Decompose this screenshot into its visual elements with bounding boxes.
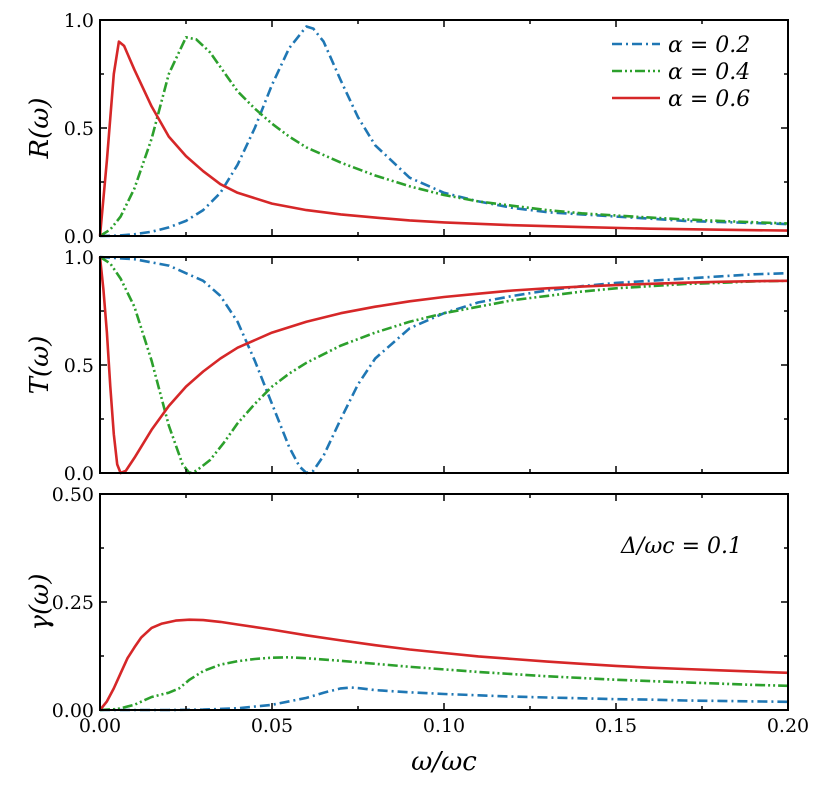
y-tick-label-r: 1.0 [64, 10, 94, 32]
series-r-0-4 [99, 36, 789, 238]
series-r-0-6 [98, 40, 789, 237]
series-layer-gamma [98, 618, 789, 712]
y-axis-title-t: T(ω) [25, 336, 55, 395]
panel-reflection: 0.0 0.5 1.0 R(ω) [25, 10, 789, 248]
legend-label-alpha-0-4: α = 0.4 [668, 60, 750, 85]
y-tick-label-t: 0.5 [64, 355, 94, 377]
series-t-0-4 [99, 255, 789, 475]
y-tick-label-r: 0.0 [64, 226, 94, 248]
y-tick-label-gamma: 0.50 [52, 484, 94, 506]
plot-frame-gamma [99, 493, 789, 711]
ticks-layer-gamma: 0.00 0.25 0.50 [52, 484, 789, 722]
x-tick-label: 0.15 [595, 715, 637, 737]
series-gamma-0-2 [100, 686, 789, 712]
y-axis-title-r: R(ω) [25, 97, 55, 159]
x-tick-label: 0.05 [251, 715, 293, 737]
y-tick-label-gamma: 0.00 [52, 700, 94, 722]
legend-label-alpha-0-6: α = 0.6 [668, 87, 750, 112]
y-tick-label-t: 0.0 [64, 463, 94, 485]
series-gamma-0-4 [99, 656, 789, 712]
x-axis-title: ω/ωc [411, 747, 477, 777]
ticks-layer-t: 0.0 0.5 1.0 [64, 247, 789, 485]
panel-gamma: 0.00 0.25 0.50 γ(ω) Δ/ωc = 0.1 [25, 484, 789, 722]
ticks-layer-r: 0.0 0.5 1.0 [64, 10, 789, 248]
series-t-0-6 [98, 256, 789, 475]
plot-frame-t [99, 256, 789, 474]
legend: α = 0.2 α = 0.4 α = 0.6 [612, 33, 750, 112]
x-tick-label: 0.10 [423, 715, 465, 737]
series-r-0-2 [99, 25, 789, 238]
x-tick-labels: 0.00 0.05 0.10 0.15 0.20 [79, 715, 809, 737]
y-tick-label-t: 1.0 [64, 247, 94, 269]
series-t-0-2 [99, 255, 789, 475]
panel-transmission: 0.0 0.5 1.0 T(ω) [25, 247, 789, 485]
y-axis-title-gamma: γ(ω) [25, 573, 55, 630]
legend-label-alpha-0-2: α = 0.2 [668, 33, 750, 58]
x-tick-label: 0.00 [79, 715, 121, 737]
y-tick-label-r: 0.5 [64, 118, 94, 140]
delta-annotation: Δ/ωc = 0.1 [620, 534, 742, 559]
series-layer-t [98, 255, 789, 475]
series-layer-r [98, 25, 789, 238]
y-tick-label-gamma: 0.25 [52, 592, 94, 614]
series-gamma-0-6 [98, 618, 789, 711]
x-tick-label: 0.20 [767, 715, 809, 737]
